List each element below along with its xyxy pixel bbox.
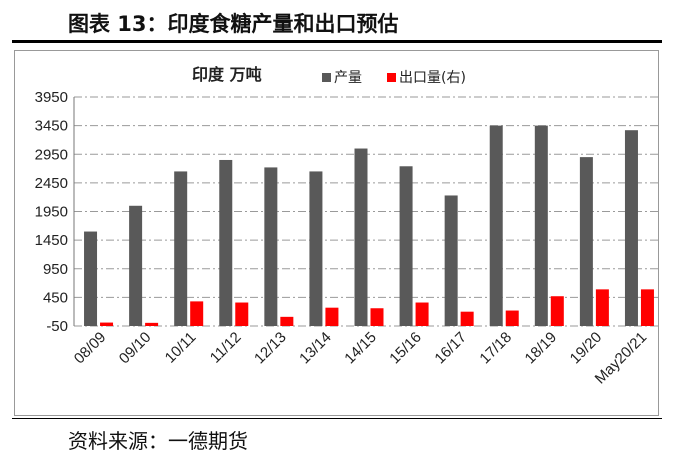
export-bar bbox=[550, 296, 564, 326]
x-tick-labels: 08/09 09/10 10/11 11/12 12/13 13/14 14/15 15/16… bbox=[71, 329, 650, 388]
chart-frame bbox=[14, 50, 659, 416]
x-tick-label: 10/11 bbox=[162, 329, 200, 367]
production-bar bbox=[624, 130, 638, 326]
y-tick-labels: -50 450 950 1450 1950 2450 2950 3450 3950 bbox=[35, 89, 68, 335]
x-tick-label: 17/18 bbox=[476, 329, 515, 368]
x-tick-label: 18/19 bbox=[522, 329, 561, 368]
export-bar bbox=[415, 302, 429, 326]
x-tick-label: 19/20 bbox=[567, 329, 606, 368]
export-bar bbox=[280, 316, 294, 326]
production-bar bbox=[264, 167, 278, 326]
source-note: 资料来源：一德期货 bbox=[68, 429, 248, 453]
chart-title: 印度 万吨 bbox=[192, 65, 262, 84]
production-bar bbox=[129, 205, 143, 326]
production-bar bbox=[309, 171, 323, 326]
export-bar bbox=[595, 289, 609, 326]
legend-swatch-export bbox=[387, 73, 396, 82]
export-bar bbox=[505, 310, 519, 326]
export-bar bbox=[370, 308, 384, 326]
y-tick-label: -50 bbox=[46, 318, 68, 335]
x-tick-label: 08/09 bbox=[71, 329, 110, 368]
figure-title: 图表 13：印度食糖产量和出口预估 bbox=[68, 12, 399, 36]
legend: 产量 出口量(右) bbox=[322, 70, 466, 86]
y-tick-label: 3950 bbox=[35, 89, 68, 106]
x-tick-label: 13/14 bbox=[296, 329, 335, 368]
bottom-rule bbox=[12, 418, 662, 419]
export-bar bbox=[235, 302, 249, 326]
production-bar bbox=[489, 125, 503, 326]
legend-label-production: 产量 bbox=[334, 70, 362, 86]
x-tick-label: 09/10 bbox=[116, 329, 155, 368]
production-bar bbox=[219, 159, 233, 326]
x-tick-label: 11/12 bbox=[207, 329, 245, 367]
y-tick-label: 450 bbox=[43, 289, 68, 306]
y-tick-label: 950 bbox=[43, 261, 68, 278]
production-bar bbox=[444, 195, 458, 326]
production-bar bbox=[534, 125, 548, 326]
x-tick-label: 12/13 bbox=[251, 329, 290, 368]
export-bar bbox=[325, 307, 339, 326]
x-tick-label: 14/15 bbox=[341, 329, 380, 368]
export-bar bbox=[100, 322, 114, 326]
bars bbox=[84, 125, 654, 326]
export-bar bbox=[145, 322, 159, 326]
export-bar bbox=[640, 289, 654, 326]
export-bar bbox=[460, 311, 474, 326]
y-tick-label: 3450 bbox=[35, 118, 68, 135]
production-bar bbox=[579, 157, 593, 326]
production-bar bbox=[84, 231, 98, 326]
export-bar bbox=[190, 301, 204, 326]
y-tick-label: 1450 bbox=[35, 232, 68, 249]
production-bar bbox=[174, 171, 188, 326]
y-tick-label: 1950 bbox=[35, 204, 68, 221]
y-tick-label: 2950 bbox=[35, 146, 68, 163]
x-tick-label: 15/16 bbox=[386, 329, 425, 368]
production-bar bbox=[354, 148, 368, 326]
x-tick-label: 16/17 bbox=[431, 329, 470, 368]
top-rule bbox=[12, 40, 662, 43]
legend-label-export: 出口量(右) bbox=[399, 70, 466, 86]
y-tick-label: 2450 bbox=[35, 175, 68, 192]
production-bar bbox=[399, 166, 413, 326]
legend-swatch-production bbox=[322, 73, 331, 82]
